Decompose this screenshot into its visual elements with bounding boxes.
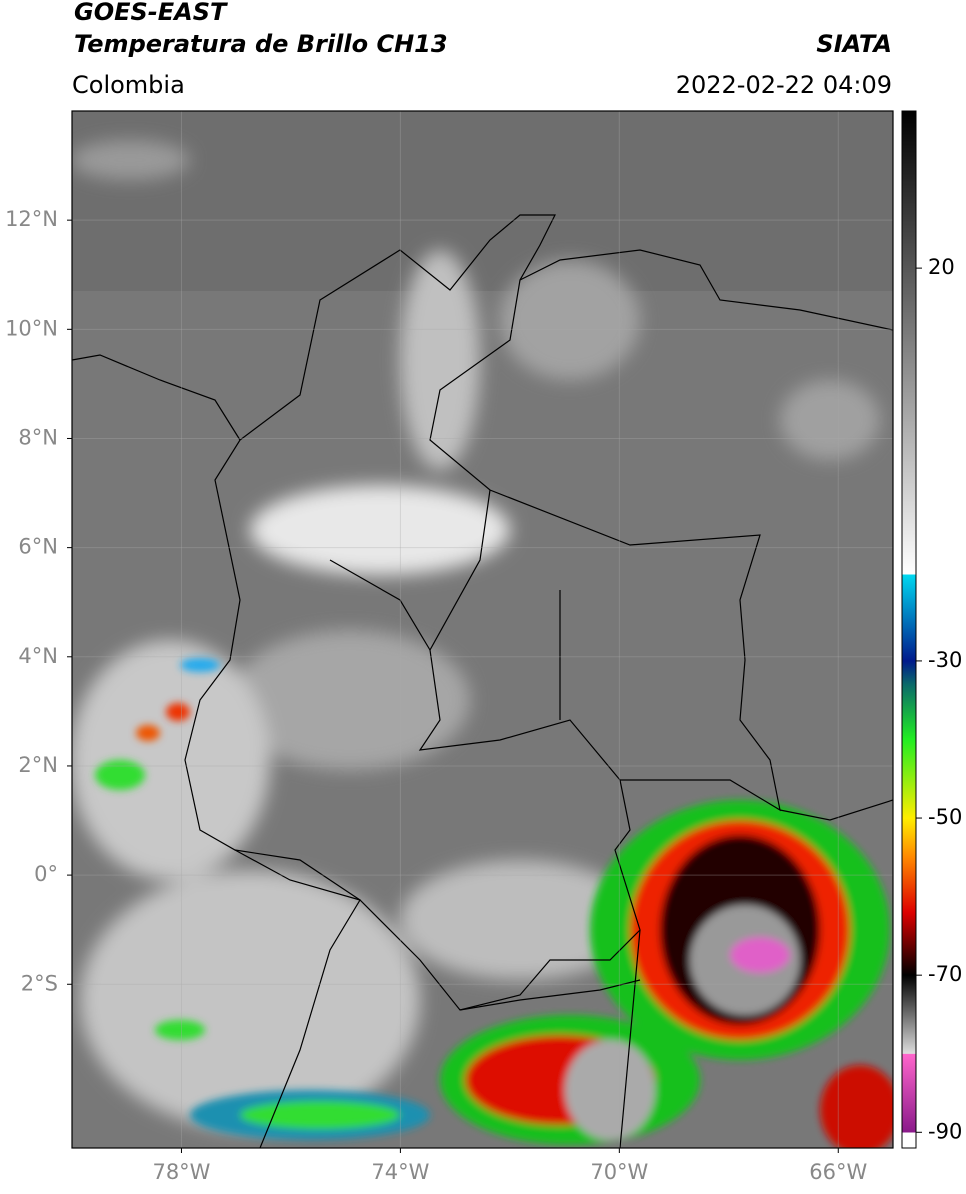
colorbar-label: -30 (928, 648, 962, 672)
colorbar-label: -50 (928, 805, 962, 829)
satellite-image (72, 111, 893, 1148)
grid (72, 111, 893, 1148)
datetime: 2022-02-22 04:09 (676, 71, 892, 99)
colorbar-label: -70 (928, 962, 962, 986)
colorbar (901, 110, 917, 1149)
y-tick-label: 8°N (18, 425, 58, 449)
map-frame (71, 110, 894, 1149)
title: GOES-EAST (74, 0, 228, 26)
subtitle: Temperatura de Brillo CH13 (74, 30, 448, 58)
colorbar-label: 20 (928, 255, 955, 279)
y-tick-label: 10°N (5, 316, 58, 340)
y-tick-label: 6°N (18, 535, 58, 559)
x-tick-label: 70°W (590, 1160, 648, 1184)
colorbar-label: -90 (928, 1119, 962, 1143)
y-tick-label: 12°N (5, 207, 58, 231)
y-tick-label: 4°N (18, 644, 58, 668)
region: Colombia (72, 71, 185, 99)
source: SIATA (816, 30, 892, 58)
x-tick-label: 66°W (809, 1160, 867, 1184)
y-tick-label: 2°S (21, 971, 58, 995)
y-tick-label: 2°N (18, 753, 58, 777)
y-tick-label: 0° (34, 862, 58, 886)
x-tick-label: 74°W (371, 1160, 429, 1184)
x-tick-label: 78°W (152, 1160, 210, 1184)
